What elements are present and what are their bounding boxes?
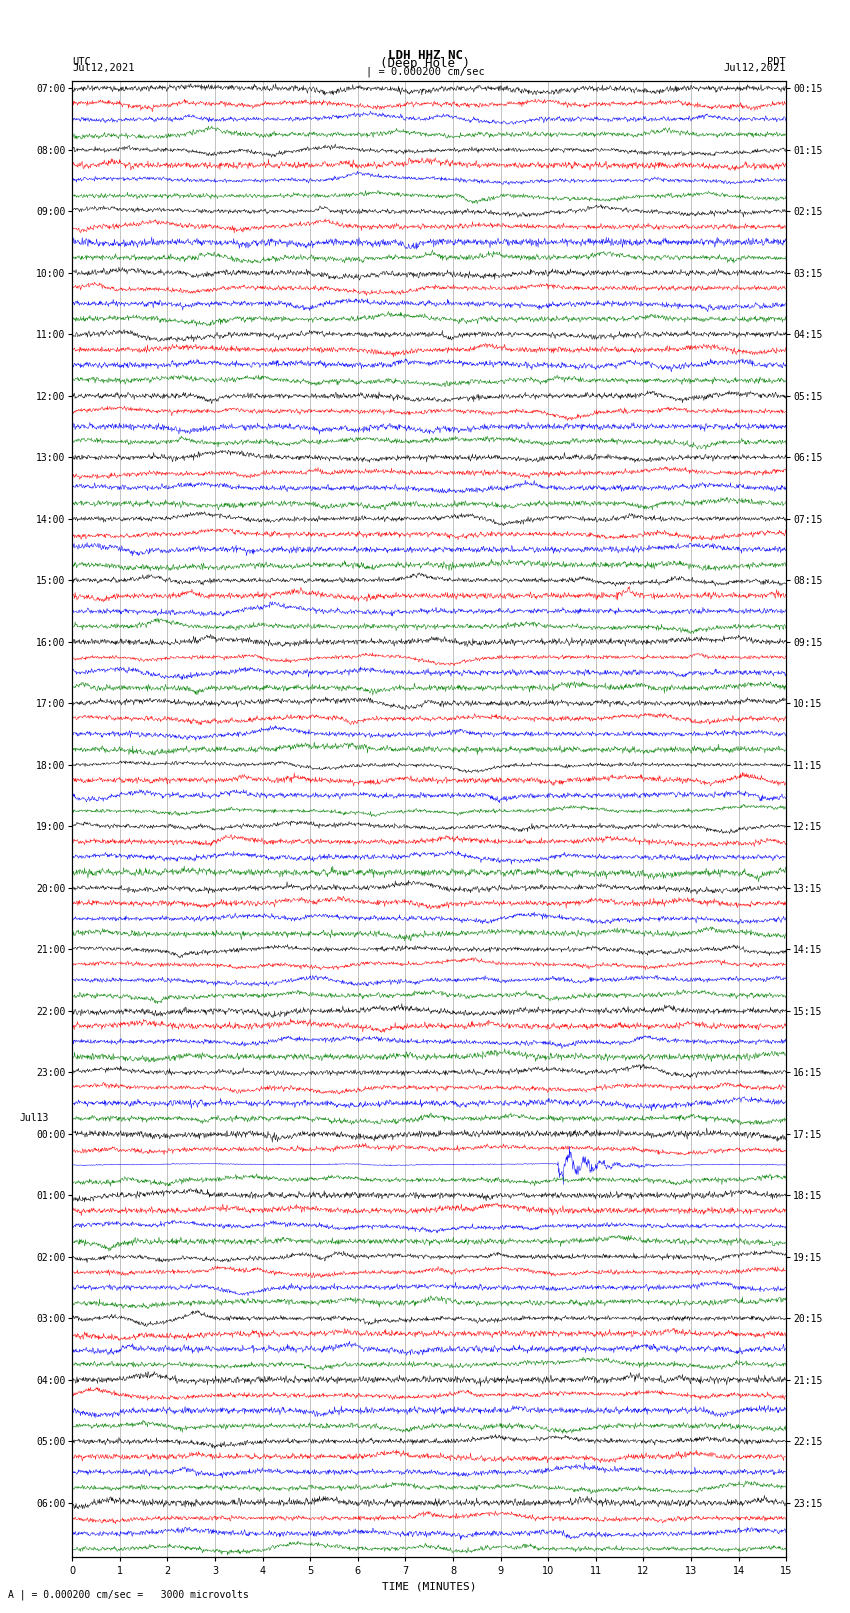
Text: A | = 0.000200 cm/sec =   3000 microvolts: A | = 0.000200 cm/sec = 3000 microvolts: [8, 1589, 249, 1600]
Text: (Deep Hole ): (Deep Hole ): [380, 56, 470, 71]
Text: PDT: PDT: [768, 56, 786, 66]
Text: | = 0.000200 cm/sec: | = 0.000200 cm/sec: [366, 66, 484, 77]
Text: Jul13: Jul13: [19, 1113, 48, 1123]
Text: UTC: UTC: [72, 56, 91, 66]
Text: LDH HHZ NC: LDH HHZ NC: [388, 48, 462, 63]
Text: Jul12,2021: Jul12,2021: [723, 63, 786, 73]
Text: Jul12,2021: Jul12,2021: [72, 63, 135, 73]
X-axis label: TIME (MINUTES): TIME (MINUTES): [382, 1581, 477, 1590]
